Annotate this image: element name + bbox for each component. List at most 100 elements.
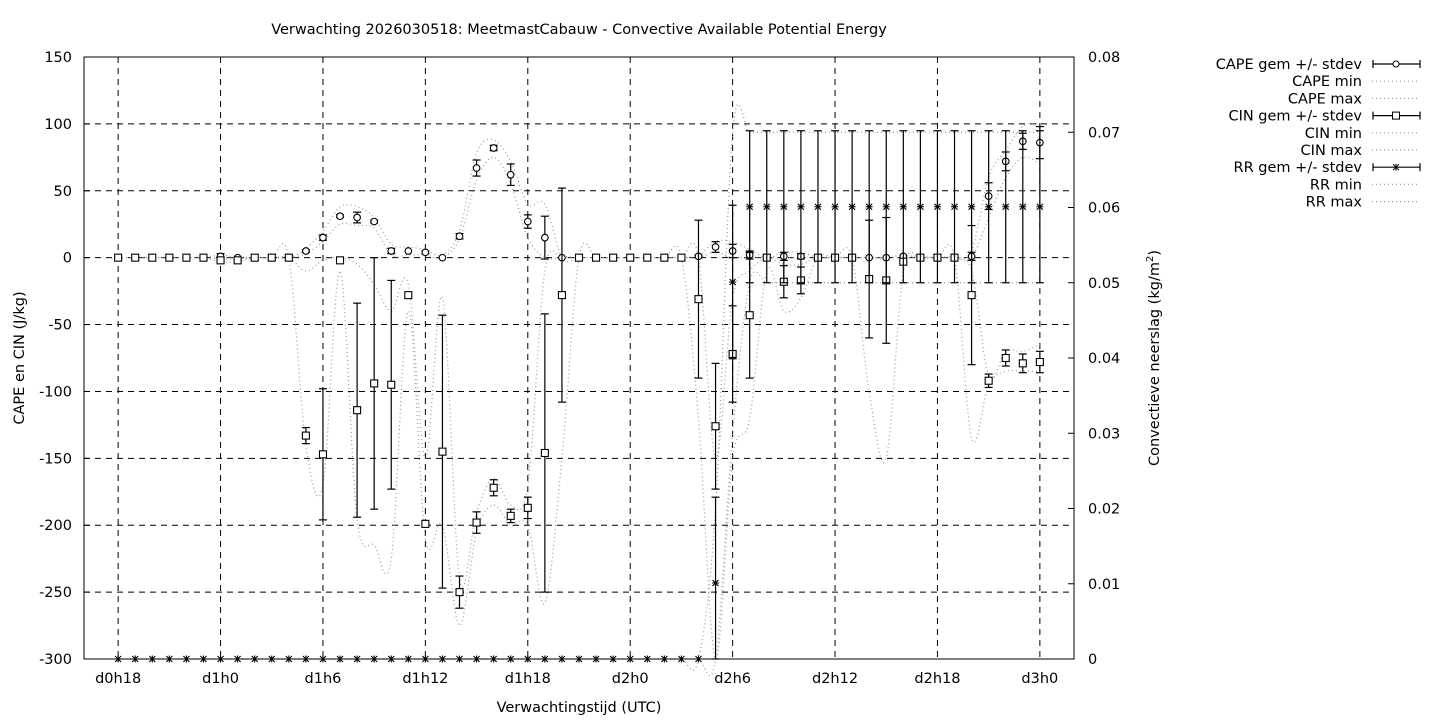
cin-gem-stdev-point [387,380,396,389]
y-tick-label: 100 [44,117,72,133]
legend-label-rr-min: RR min [1310,177,1362,193]
x-tick-label: d2h6 [714,671,751,687]
y2-tick-label: 0.08 [1088,50,1120,66]
cin-gem-stdev-point [199,253,208,262]
x-tick-label: d1h18 [505,671,551,687]
y2-tick-label: 0.01 [1088,577,1120,593]
data-marks [114,125,1044,663]
cape-gem-stdev-point [319,233,327,242]
rr-gem-stdev-point [746,203,754,211]
x-axis-label: Verwachtingstijd (UTC) [497,700,662,716]
y-tick-label: 150 [44,50,72,66]
cin-gem-stdev-point [745,311,754,320]
cin-gem-stdev-point [677,253,686,262]
cin-gem-stdev-point [506,511,515,520]
cape-gem-stdev-point [421,248,430,257]
cape-gem-stdev-point [302,247,310,255]
rr-gem-stdev-point [1002,203,1010,211]
y2-label-main: Convectieve neerslag (kg/m [1147,262,1163,466]
axis-ticks: -300 -250 -200 -150 -100 -50 0 50 100 150 0 0.01 0.0… [39,50,1120,687]
x-tick-label: d1h6 [305,671,342,687]
grid [84,57,1074,659]
y2-label-sup: 2 [1145,256,1156,262]
cin-gem-stdev-point [318,450,328,459]
rr-min-line [118,271,1040,677]
legend-marker-asterisk [1392,163,1400,171]
cape-gem-stdev-point [711,243,720,251]
cin-gem-stdev-point [421,519,430,528]
rr-gem-stdev-point [882,203,890,211]
y-tick-label: -100 [39,384,72,400]
cin-gem-stdev-point [609,253,618,262]
cin-gem-stdev-point [370,379,379,388]
y2-tick-label: 0.02 [1088,502,1120,518]
y-tick-label: -300 [39,652,72,668]
cin-gem-stdev-point [404,291,413,300]
rr-gem-stdev-point [729,278,737,286]
cin-gem-stdev-point [711,422,720,431]
cin-gem-stdev-point [557,291,566,300]
legend-label-cape-min: CAPE min [1292,74,1362,90]
cin-gem-stdev-point [574,253,584,262]
chart-title: Verwachting 2026030518: MeetmastCabauw -… [271,22,887,38]
cape-gem-stdev-point [455,232,464,241]
cin-gem-stdev-point [1035,357,1044,367]
rr-gem-stdev-point [848,203,856,211]
x-tick-label: d3h0 [1021,671,1058,687]
legend-marker-square [1392,111,1400,120]
legend-marker-circle [1392,60,1400,68]
cin-max-line [118,242,1041,588]
cin-gem-stdev-point [250,253,259,262]
x-tick-label: d2h12 [812,671,858,687]
rr-gem-stdev-point [951,203,959,211]
y2-tick-label: 0.07 [1088,125,1120,141]
x-tick-label: d1h12 [402,671,448,687]
cin-gem-stdev-point [114,253,123,262]
legend-label-cin-max: CIN max [1301,143,1363,159]
cin-gem-stdev-point [643,253,652,262]
y-tick-label: -150 [39,451,72,467]
legend-label-cin-min: CIN min [1305,126,1362,142]
cin-gem-stdev-point [301,431,310,440]
cin-gem-stdev-point [984,376,993,385]
cape-gem-stdev-point [404,247,413,255]
cin-gem-stdev-point [967,291,976,300]
rr-gem-stdev-point [916,203,924,211]
cin-gem-stdev-point [353,406,362,415]
cin-gem-stdev-point [660,253,669,262]
x-tick-label: d2h0 [612,671,649,687]
y2-tick-label: 0 [1088,652,1097,668]
cin-gem-stdev-point [284,253,293,262]
y-axis-label: CAPE en CIN (J/kg) [12,291,28,424]
cape-gem-stdev-point [541,233,549,242]
cin-min-line [118,242,1040,660]
legend-label-rr-max: RR max [1306,195,1363,211]
minmax-lines [118,103,1041,677]
cin-gem-stdev-point [1018,359,1027,368]
y-tick-label: 0 [63,251,72,267]
legend-label-cape-gem-stdev: CAPE gem +/- stdev [1216,57,1363,73]
rr-gem-stdev-point [968,203,976,211]
rr-gem-stdev-point [933,203,941,211]
y-tick-label: -250 [39,585,72,601]
rr-gem-stdev-point [712,579,720,587]
cape-gem-stdev-point [353,213,361,222]
cin-gem-stdev-point [233,256,242,265]
y2-tick-label: 0.04 [1088,351,1120,367]
rr-gem-stdev-point [899,203,907,211]
y-tick-label: 50 [54,184,72,200]
cin-gem-stdev-point [148,253,157,262]
x-tick-label: d0h18 [95,671,141,687]
cin-gem-stdev-point [523,503,532,512]
cin-gem-stdev-point [131,253,140,262]
cape-gem-stdev-point [472,164,481,172]
rr-gem-stdev-point [797,203,805,211]
cin-gem-stdev-point [182,253,191,262]
cape-gem-stdev-point [438,253,447,262]
cin-gem-stdev-point [540,448,549,458]
cape-max-line [118,123,1040,263]
rr-gem-stdev-point [780,203,788,211]
cin-gem-stdev-point [165,253,174,262]
cape-gem-stdev-point [489,144,498,152]
